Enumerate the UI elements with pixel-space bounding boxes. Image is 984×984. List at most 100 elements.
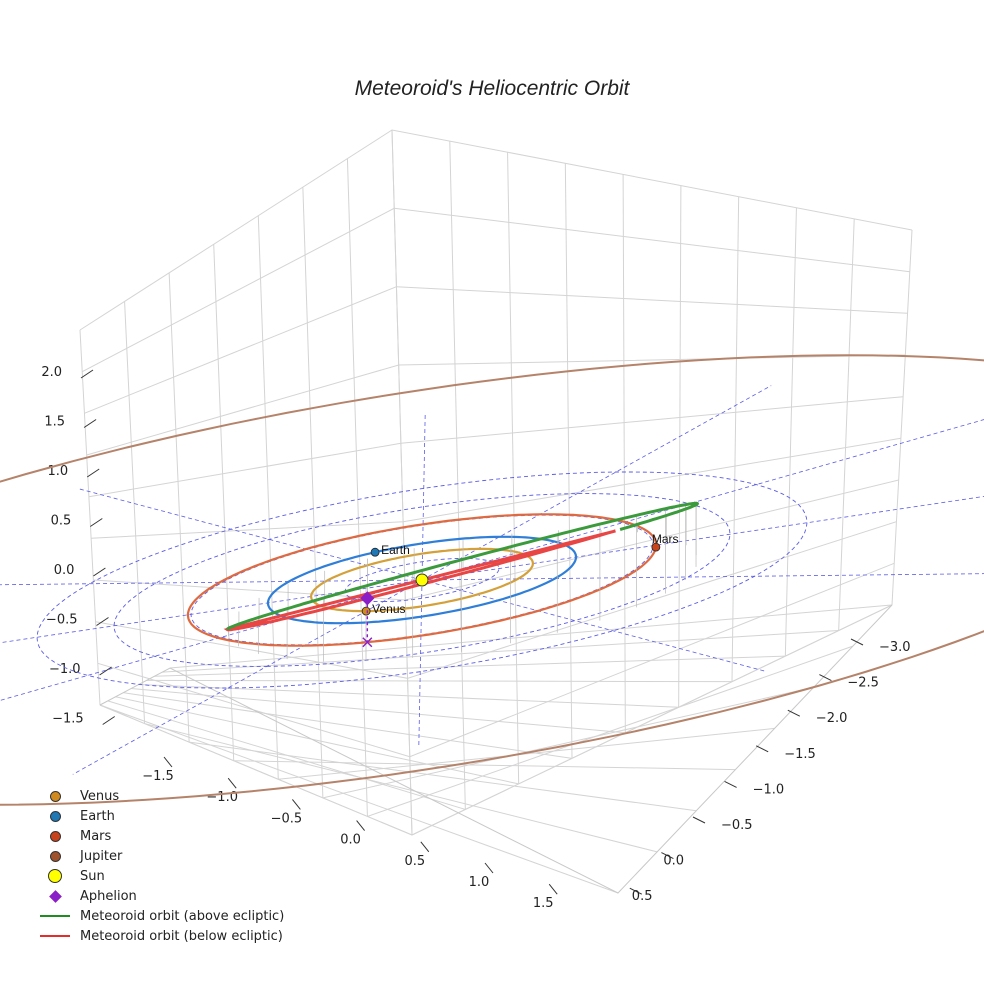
z-tick-label: 2.0: [41, 365, 62, 380]
radial-line: [421, 385, 772, 581]
orbit-earth: [266, 535, 578, 625]
radial-line: [421, 496, 984, 581]
wall-vline: [784, 207, 797, 657]
x-tick: [292, 799, 301, 810]
x-tick: [420, 841, 430, 853]
legend-swatch: [49, 810, 61, 822]
legend-label: Mars: [80, 828, 112, 844]
x-tick-label: 0.5: [404, 854, 425, 869]
orbit-jupiter: [0, 354, 984, 806]
legend-label: Earth: [80, 808, 115, 824]
wall-vline: [257, 215, 279, 780]
radial-line: [78, 488, 423, 581]
y-tick: [692, 816, 706, 824]
planet-label-venus: Venus: [372, 602, 405, 616]
z-tick: [86, 468, 100, 478]
floor-line: [146, 679, 733, 683]
z-tick-label: 1.5: [44, 415, 65, 430]
floor-line: [162, 630, 839, 673]
floor-line: [131, 688, 626, 734]
legend-swatch: [40, 915, 70, 917]
floor-line: [154, 655, 786, 677]
radial-line: [421, 419, 984, 581]
axes-box: [79, 129, 913, 894]
z-tick: [96, 617, 109, 626]
z-tick-label: −1.0: [49, 662, 81, 677]
meteoroid-orbit-above: [225, 501, 700, 631]
orbit-mars: [186, 513, 658, 647]
wall-hline: [79, 129, 913, 331]
wall-vline: [507, 152, 520, 784]
reference-circle: [36, 471, 808, 689]
wall-hline: [81, 207, 910, 373]
floor-line: [99, 704, 413, 836]
radial-line: [0, 579, 423, 644]
legend-swatch: [48, 889, 62, 903]
legend-label: Meteoroid orbit (above ecliptic): [80, 908, 285, 924]
x-tick: [548, 883, 558, 895]
y-tick-label: −0.5: [721, 818, 753, 833]
radial-line: [421, 415, 426, 581]
floor-line: [107, 700, 466, 810]
wall-hline: [88, 396, 904, 498]
legend-swatch: [49, 850, 61, 862]
legend-label: Sun: [80, 868, 105, 884]
legend-marker: [38, 826, 72, 846]
legend-marker: [38, 906, 72, 926]
legend-swatch: [48, 869, 62, 883]
chart-title: Meteoroid's Heliocentric Orbit: [355, 77, 631, 100]
y-tick: [629, 887, 643, 895]
planet-venus: [361, 606, 371, 616]
y-tick: [819, 674, 832, 682]
z-tick-label: −0.5: [46, 613, 78, 628]
y-tick-label: −3.0: [879, 640, 911, 655]
z-tick: [99, 666, 112, 676]
aphelion-projection-x: [362, 637, 373, 648]
y-tick-label: −1.0: [753, 782, 785, 797]
floor-line: [144, 723, 658, 853]
y-tick-label: −2.5: [847, 676, 879, 691]
legend-marker: [38, 866, 72, 886]
wall-vline: [391, 129, 413, 836]
legend-swatch: [49, 790, 61, 802]
legend-marker: [38, 846, 72, 866]
floor-line: [115, 696, 519, 785]
legend-item: Meteoroid orbit (below ecliptic): [38, 926, 284, 946]
y-tick: [724, 780, 737, 788]
legend-item: Meteoroid orbit (above ecliptic): [38, 906, 284, 926]
legend-item: Jupiter: [38, 846, 284, 866]
legend-item: Aphelion: [38, 886, 284, 906]
wall-hline: [91, 437, 901, 539]
markers: Venus Earth Mars: [360, 532, 679, 648]
x-tick: [163, 756, 173, 768]
legend-label: Jupiter: [80, 848, 123, 864]
meteoroid-orbit: [223, 501, 700, 662]
z-tick: [90, 518, 103, 527]
floor-line: [233, 760, 736, 771]
x-tick-label: 0.0: [340, 833, 361, 848]
floor-line: [123, 692, 573, 759]
y-tick-label: 0.5: [632, 889, 653, 904]
legend-marker: [38, 786, 72, 806]
floor-line: [189, 741, 697, 812]
wall-vline: [124, 301, 146, 724]
y-tick: [787, 709, 801, 717]
floor-line: [322, 686, 814, 799]
radial-line: [418, 579, 423, 745]
wall-vline: [168, 272, 190, 743]
z-tick: [102, 716, 115, 725]
legend-marker: [38, 886, 72, 906]
legend-swatch: [49, 830, 61, 842]
legend-label: Aphelion: [80, 888, 137, 904]
legend-item: Venus: [38, 786, 284, 806]
sun-marker: [415, 573, 429, 587]
legend: Venus Earth Mars Jupiter Sun Aphelion Meteoroi…: [38, 786, 284, 946]
wall-vline: [678, 185, 682, 708]
wall-vline: [731, 196, 740, 682]
radial-line: [0, 579, 423, 586]
x-tick-label: −1.5: [142, 769, 174, 784]
floor-line: [278, 727, 775, 780]
y-tick-label: −2.0: [816, 711, 848, 726]
legend-item: Mars: [38, 826, 284, 846]
